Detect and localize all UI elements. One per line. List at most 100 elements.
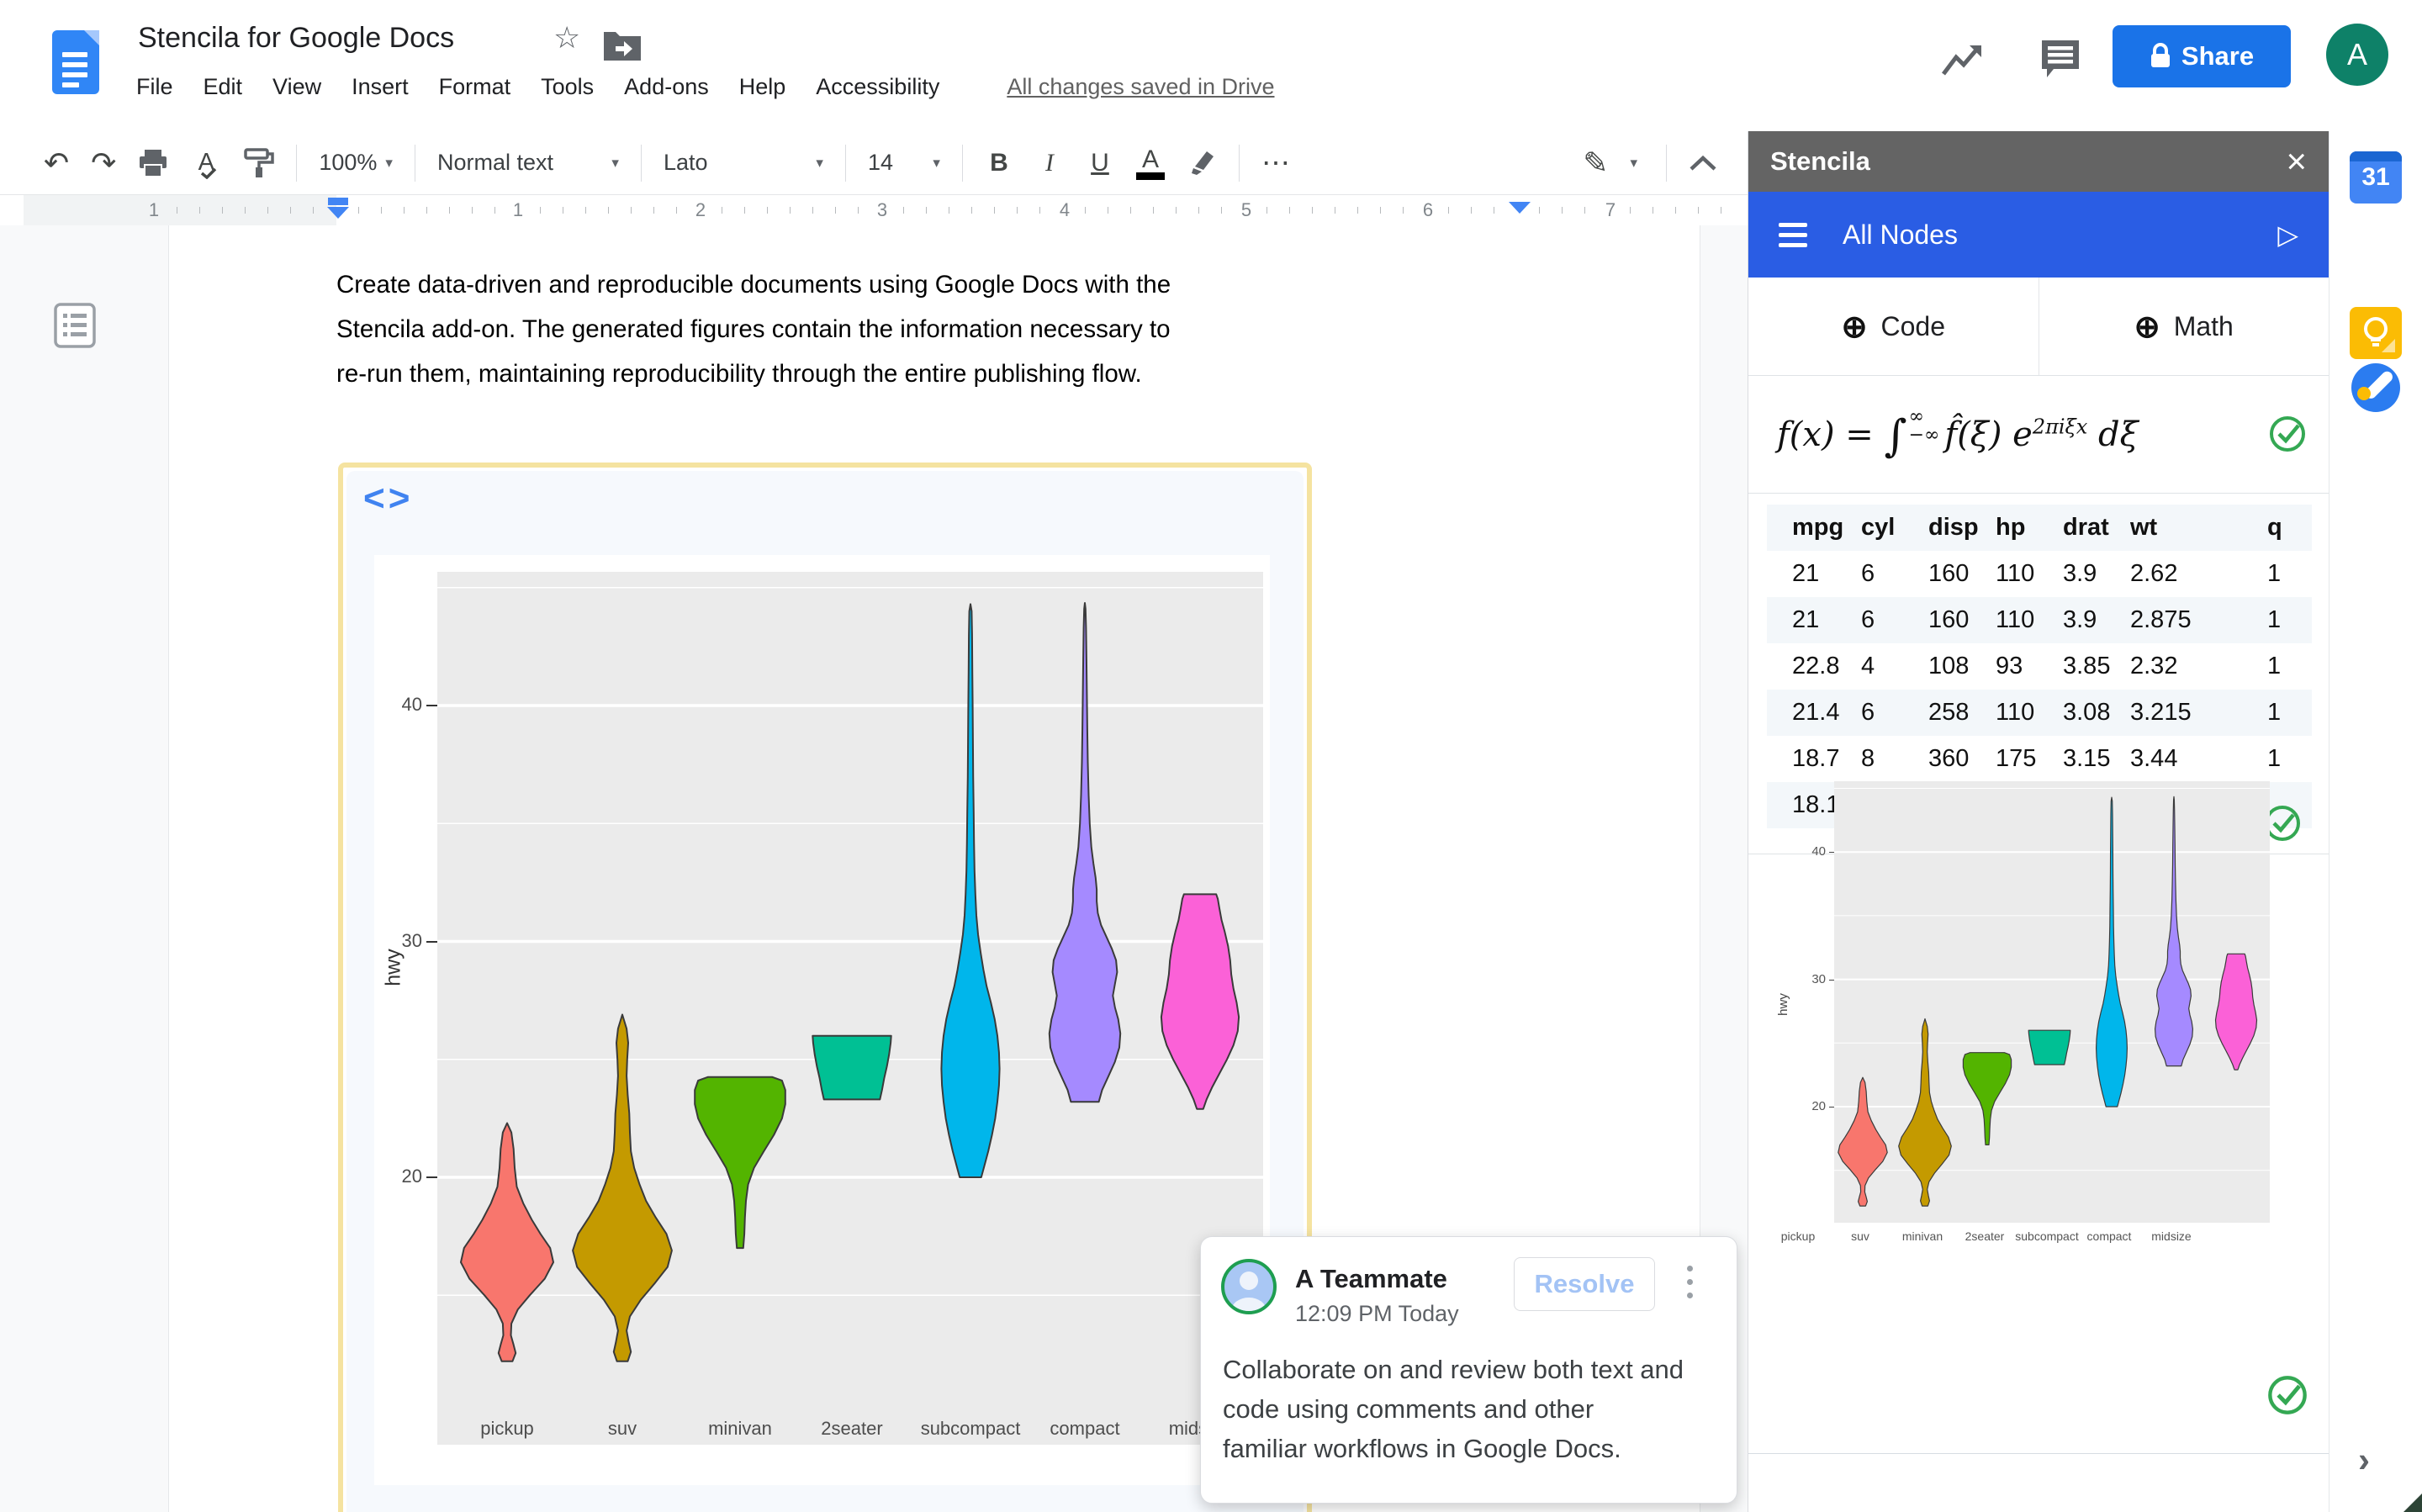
sidebar-header: Stencila ×	[1748, 131, 2329, 192]
ruler-tick	[358, 207, 359, 214]
add-code-button[interactable]: ⊕ Code	[1748, 278, 2039, 375]
menu-insert[interactable]: Insert	[352, 74, 409, 100]
saved-status-link[interactable]: All changes saved in Drive	[1007, 74, 1274, 100]
undo-button[interactable]: ↶	[44, 148, 69, 178]
star-icon[interactable]: ☆	[553, 20, 580, 56]
menu-icon[interactable]	[1779, 223, 1807, 247]
left-indent-marker[interactable]	[327, 207, 349, 219]
table-cell: 360	[1928, 745, 1996, 773]
ruler-tick	[540, 207, 541, 214]
all-nodes-bar[interactable]: All Nodes ▷	[1748, 192, 2329, 278]
comment-history-icon[interactable]	[2039, 39, 2082, 81]
ruler-tick	[1448, 207, 1449, 214]
body-paragraph[interactable]: Create data-driven and reproducible docu…	[336, 262, 1556, 396]
logo-fold	[84, 30, 99, 45]
menu-help[interactable]: Help	[739, 74, 786, 100]
y-tick-label: 20	[385, 1166, 422, 1187]
redo-button[interactable]: ↷	[91, 148, 116, 178]
ruler-tick	[631, 207, 632, 214]
code-chunk-icon[interactable]: <>	[363, 478, 413, 520]
comment-body-line: Collaborate on and review both text and	[1223, 1350, 1724, 1389]
spellcheck-button[interactable]: A	[190, 149, 222, 177]
ruler-tick	[790, 207, 791, 214]
zoom-select[interactable]: 100%▾	[319, 150, 393, 176]
table-row: 2161601103.92.621	[1767, 551, 2312, 597]
comment-options-icon[interactable]	[1687, 1266, 1693, 1298]
hide-menus-button[interactable]	[1689, 154, 1717, 172]
ruler-tick	[812, 207, 813, 214]
open-side-panel-chevron[interactable]: ›	[2358, 1440, 2370, 1480]
pencil-icon: ✎	[1583, 148, 1608, 178]
menu-view[interactable]: View	[272, 74, 321, 100]
menu-addons[interactable]: Add-ons	[624, 74, 709, 100]
math-node-section[interactable]: f(x) = ∫∞−∞f̂(ξ) e2πiξx dξ	[1748, 376, 2329, 494]
menu-tools[interactable]: Tools	[541, 74, 594, 100]
toolbar-divider	[296, 145, 297, 182]
violin-thumbnail-svg[interactable]	[1834, 781, 2270, 1223]
add-math-button[interactable]: ⊕ Math	[2039, 278, 2329, 375]
tasks-icon[interactable]	[2350, 362, 2402, 414]
table-cell: 1	[2267, 699, 2312, 727]
ruler-tick	[245, 207, 246, 214]
underline-button[interactable]: U	[1086, 149, 1114, 177]
account-avatar[interactable]: A	[2326, 24, 2388, 86]
text-color-button[interactable]: A	[1136, 145, 1165, 180]
horizontal-ruler[interactable]: 11234567	[24, 195, 1748, 225]
google-docs-logo-icon[interactable]	[52, 30, 99, 94]
table-cell: 6	[1861, 560, 1928, 588]
document-title[interactable]: Stencila for Google Docs	[138, 22, 454, 55]
thumbnail-x-label: midsize	[2134, 1229, 2209, 1243]
highlight-color-button[interactable]	[1187, 148, 1217, 178]
ruler-tick	[1357, 207, 1358, 214]
menu-format[interactable]: Format	[439, 74, 511, 100]
first-line-indent-marker[interactable]	[328, 198, 348, 205]
more-options-button[interactable]: ⋯	[1261, 149, 1290, 177]
document-canvas[interactable]: Create data-driven and reproducible docu…	[0, 225, 1748, 1512]
run-all-icon[interactable]: ▷	[2277, 219, 2298, 251]
font-size-select[interactable]: 14▾	[868, 150, 940, 176]
menu-file[interactable]: File	[136, 74, 173, 100]
keep-icon[interactable]	[2350, 307, 2402, 359]
table-cell: 18.7	[1767, 745, 1861, 773]
share-button[interactable]: Share	[2113, 25, 2291, 87]
ruler-number: 5	[1234, 199, 1259, 221]
chevron-down-icon: ▾	[816, 155, 823, 172]
font-family-select[interactable]: Lato▾	[664, 150, 823, 176]
insert-buttons-row: ⊕ Code ⊕ Math	[1748, 278, 2329, 376]
table-row: 22.84108933.852.321	[1767, 643, 2312, 690]
paint-format-button[interactable]	[244, 147, 274, 179]
paragraph-style-select[interactable]: Normal text▾	[437, 150, 619, 176]
italic-button[interactable]: I	[1035, 149, 1064, 177]
resize-corner	[2403, 1493, 2422, 1512]
ruler-tick	[1130, 207, 1131, 214]
resolve-button[interactable]: Resolve	[1514, 1257, 1655, 1311]
y-tick-mark	[426, 1176, 437, 1178]
logo-line	[62, 62, 87, 67]
table-cell: 22.8	[1767, 653, 1861, 680]
table-cell: 110	[1996, 699, 2063, 727]
move-to-folder-icon[interactable]	[602, 27, 643, 62]
ruler-tick	[267, 207, 268, 214]
bold-button[interactable]: B	[985, 149, 1013, 177]
print-button[interactable]	[138, 148, 168, 178]
table-cell: 1	[2267, 606, 2312, 634]
table-cell: 1	[2267, 745, 2312, 773]
menu-accessibility[interactable]: Accessibility	[816, 74, 939, 100]
document-activity-icon[interactable]	[1941, 42, 1985, 79]
comment-card[interactable]: A Teammate 12:09 PM Today Resolve Collab…	[1200, 1236, 1737, 1504]
ruler-tick	[1562, 207, 1563, 214]
comment-body: Collaborate on and review both text andc…	[1223, 1350, 1724, 1468]
close-icon[interactable]: ×	[2286, 144, 2307, 179]
x-tick-label: pickup	[440, 1418, 574, 1440]
thumbnail-y-tick-mark	[1829, 980, 1834, 981]
section-divider	[1748, 1453, 2329, 1454]
google-side-panel: 31 ›	[2329, 131, 2422, 1512]
ruler-number: 2	[688, 199, 713, 221]
ruler-tick	[1471, 207, 1472, 214]
show-outline-button[interactable]	[54, 303, 96, 348]
calendar-icon[interactable]: 31	[2350, 151, 2402, 204]
menu-edit[interactable]: Edit	[204, 74, 243, 100]
table-cell: 2.875	[2130, 606, 2267, 634]
right-indent-marker[interactable]	[1509, 202, 1531, 214]
editing-mode-select[interactable]: ✎▾	[1583, 148, 1637, 178]
